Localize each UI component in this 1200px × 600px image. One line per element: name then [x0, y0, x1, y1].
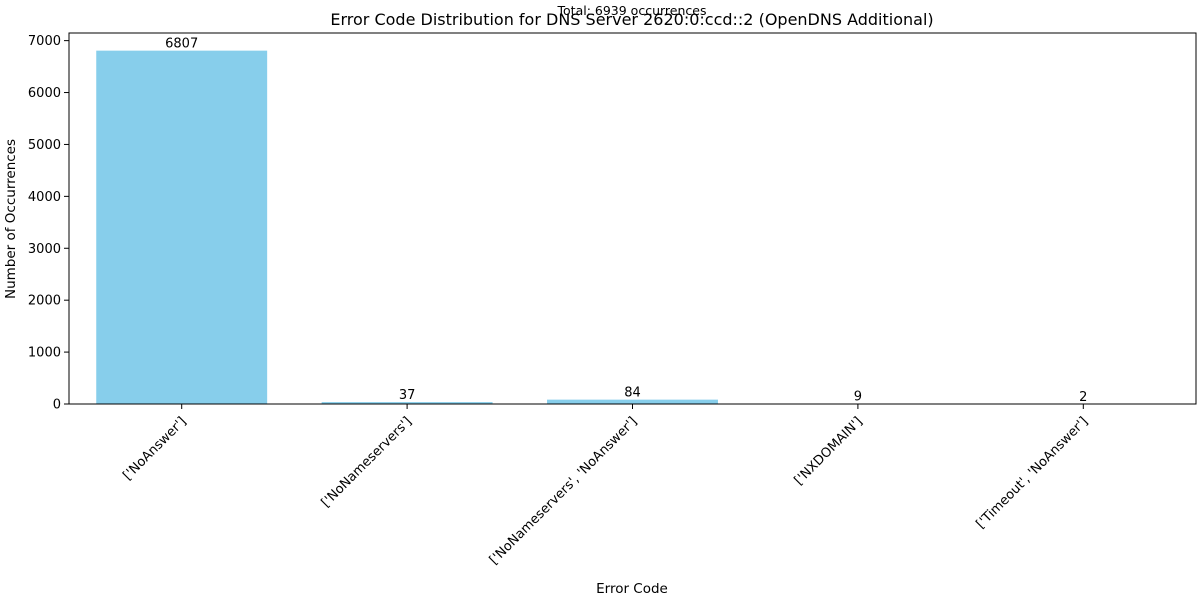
plot-frame [68, 32, 1197, 405]
x-tick-label: ['NXDOMAIN'] [792, 414, 866, 488]
y-tick-label: 4000 [28, 190, 61, 205]
data-label: 37 [399, 388, 416, 403]
x-tick-label: ['Timeout', 'NoAnswer'] [973, 414, 1091, 532]
y-tick-label: 7000 [28, 34, 61, 49]
y-tick-label: 6000 [28, 86, 61, 101]
data-label: 2 [1079, 390, 1087, 405]
y-tick-label: 1000 [28, 346, 61, 361]
bar [547, 399, 718, 404]
y-tick-label: 3000 [28, 242, 61, 257]
bar [96, 50, 268, 405]
plot-area: 6807 37 84 9 2 0 1000 2000 3000 4000 5000 6000 7000 [… [28, 32, 1197, 568]
y-tick-label: 2000 [28, 294, 61, 309]
data-label: 9 [854, 390, 862, 405]
data-label: 84 [624, 386, 641, 401]
y-axis-label: Number of Occurrences [3, 139, 19, 299]
chart-title: Error Code Distribution for DNS Server 2… [330, 10, 933, 29]
y-tick-label: 5000 [28, 138, 61, 153]
y-tick-label: 0 [53, 398, 61, 413]
chart-subtitle: Total: 6939 occurrences [557, 3, 707, 18]
x-tick-label: ['NoAnswer'] [120, 414, 189, 483]
x-tick-label: ['NoNameservers'] [319, 414, 415, 510]
x-axis-label: Error Code [596, 581, 668, 597]
bar [321, 402, 493, 404]
x-tick-label: ['NoNameservers', 'NoAnswer'] [487, 414, 641, 568]
data-label: 6807 [165, 37, 198, 52]
